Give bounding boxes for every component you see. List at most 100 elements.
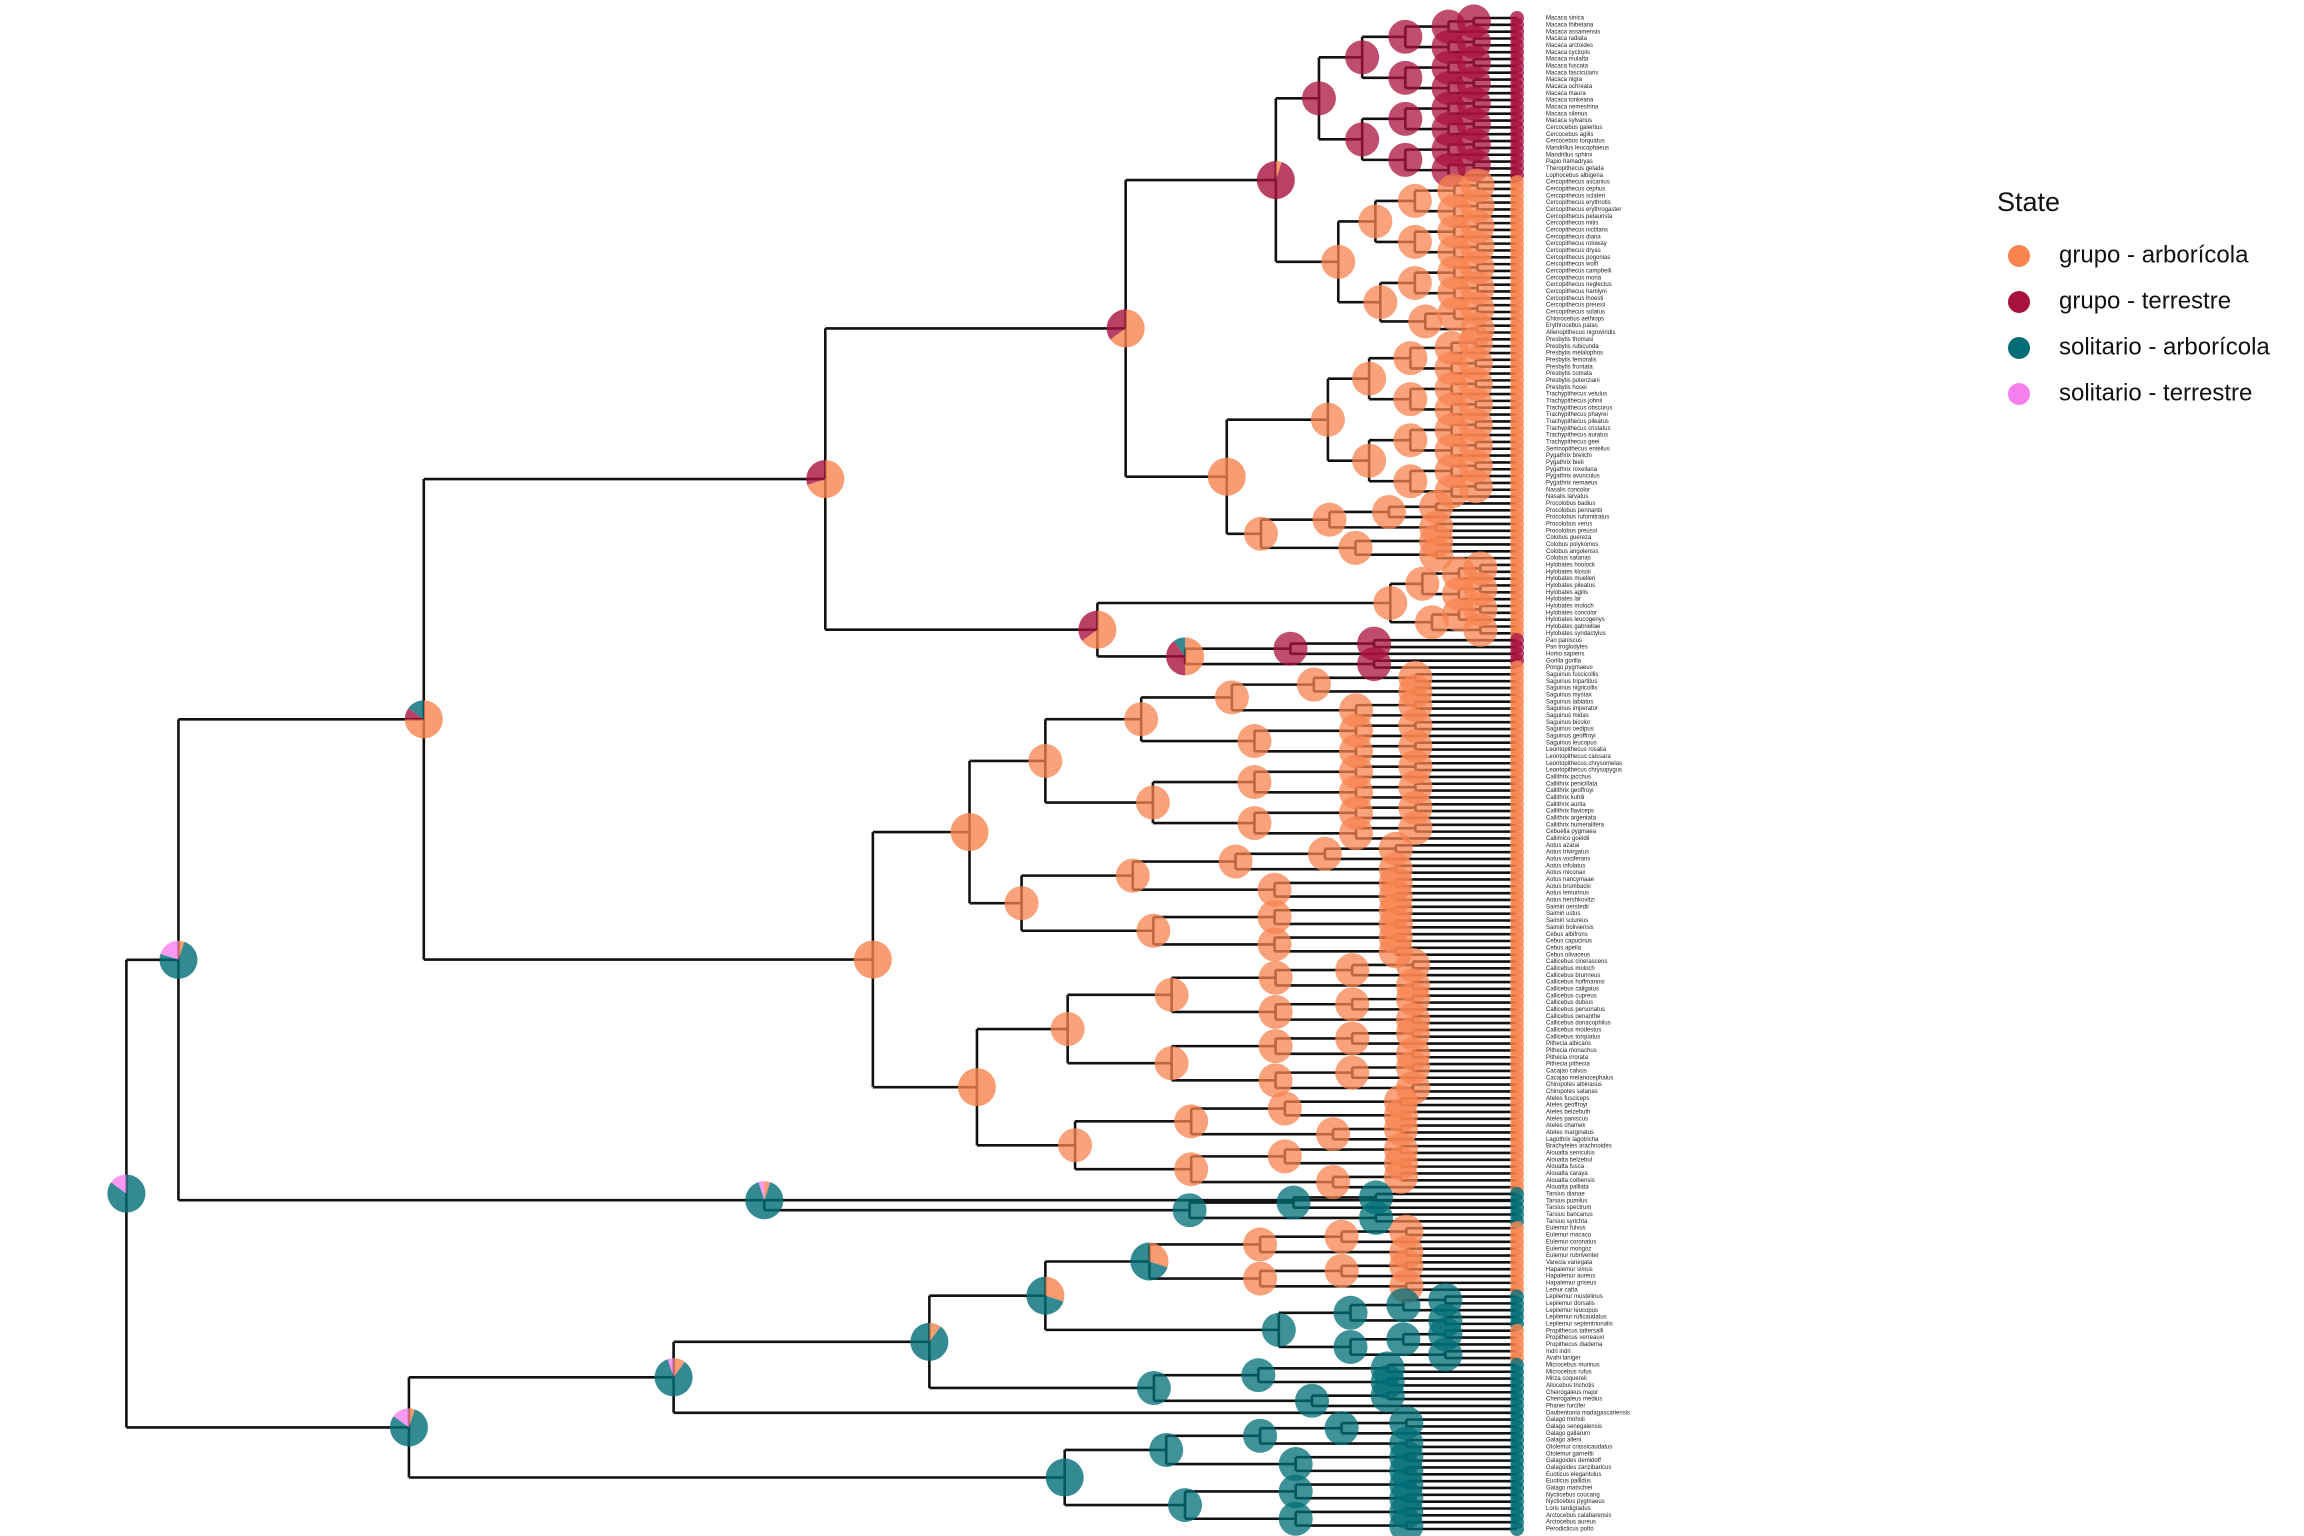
tip-label: Phaner furcifer [1546, 1404, 1585, 1410]
tip-label: Cercopithecus ascanius [1546, 180, 1610, 186]
pie-slice [673, 1358, 685, 1378]
pie-slice [404, 708, 424, 720]
node-state [1357, 647, 1392, 682]
node-state [1154, 977, 1189, 1012]
tip-label: Hylobates agilis [1546, 590, 1588, 596]
tip-label: Callicebus donacophilus [1546, 1021, 1611, 1027]
tip-label: Callicebus modestus [1546, 1027, 1601, 1033]
node-state [1115, 858, 1150, 893]
node-state [1335, 987, 1370, 1022]
tip-label: Mandrillus leucophaeus [1546, 145, 1609, 151]
pie-slice [929, 1322, 941, 1342]
tip-label: Lophocebus albigena [1546, 173, 1604, 179]
pie-slice [1275, 161, 1282, 181]
pie-slice [1026, 1276, 1064, 1315]
node-state [1174, 1104, 1209, 1139]
node-state [1301, 81, 1336, 116]
tip-label: Colobus angolensis [1546, 549, 1598, 555]
tip-label: Chiropotes albinasus [1546, 1082, 1602, 1088]
node-state [1333, 1295, 1368, 1330]
tip-label: Nasalis larvatus [1546, 494, 1588, 500]
node-state [1393, 341, 1428, 376]
tip-label: Hylobates leucogenys [1546, 617, 1605, 623]
tip-label: Cheirogaleus major [1546, 1390, 1598, 1396]
tip-label: Papio hamadryas [1546, 159, 1593, 165]
tip-label: Cacajao melanocephalus [1546, 1075, 1613, 1081]
node-state [1397, 224, 1432, 259]
tip-label: Eulemur macaco [1546, 1233, 1592, 1239]
tip-label: Alouatta palliata [1546, 1185, 1589, 1191]
node-state [1028, 743, 1063, 778]
node-state [1258, 994, 1293, 1029]
tip-label: Procolobus rufomitratus [1546, 515, 1609, 521]
tip-label: Leontopithecus chrysopygus [1546, 768, 1622, 774]
tip-label: Hapalemur aureus [1546, 1274, 1595, 1280]
node-state [1237, 806, 1272, 841]
tip-label: Callithrix aurita [1546, 802, 1586, 808]
tip-label: Galagoides demidoff [1546, 1458, 1601, 1464]
pie-slice [1185, 637, 1205, 676]
node-state [1174, 1152, 1209, 1187]
tip-label: Callicebus brunneus [1546, 973, 1600, 979]
node-state [1419, 537, 1454, 572]
tip-label: Galago moholi [1546, 1417, 1585, 1423]
tip-label: Nasalis concolor [1546, 487, 1590, 493]
tip-label: Saguinus imperator [1546, 706, 1598, 712]
tip-label: Avahi laniger [1546, 1356, 1581, 1362]
legend-swatch [2008, 245, 2030, 267]
tip-label: Cercopithecus dryas [1546, 248, 1601, 254]
node-state [1243, 1227, 1278, 1262]
edges [125, 16, 1517, 1531]
tip-label: Callicebus cinerascens [1546, 959, 1607, 965]
legend-label: grupo - terrestre [2059, 287, 2231, 314]
node-state [1058, 1128, 1093, 1163]
tip-label: Cercopithecus mona [1546, 275, 1602, 281]
pie-slice [1207, 457, 1246, 496]
tip-label: Callimico goeldii [1546, 836, 1589, 842]
tip-label: Lepilemur leucopus [1546, 1308, 1598, 1314]
pie-slice [1106, 309, 1126, 340]
node-state [1136, 913, 1171, 948]
node-state [1414, 605, 1449, 640]
node-state [1408, 304, 1443, 339]
pie-slice [408, 700, 424, 720]
node-state [1168, 1488, 1203, 1523]
node-state [1352, 361, 1387, 396]
tip-label: Macaca nigra [1546, 77, 1583, 83]
node-state [1345, 122, 1380, 157]
node-state [1258, 1063, 1293, 1098]
tip-label: Saimiri sciureus [1546, 918, 1588, 924]
node-state [1345, 40, 1380, 75]
node-state [1338, 530, 1373, 565]
tip-label: Propithecus verreauxi [1546, 1335, 1604, 1341]
node-state [1324, 1219, 1359, 1254]
tip-label: Presbytis melalophos [1546, 351, 1603, 357]
tip-label: Saguinus midas [1546, 713, 1589, 719]
tip-label: Allocebus trichotis [1546, 1383, 1594, 1389]
pie-slice [853, 940, 892, 979]
tip-label: Saimiri ustus [1546, 911, 1580, 917]
tip-label: Macaca radiata [1546, 36, 1588, 42]
tip-label: Cercopithecus preussi [1546, 303, 1605, 309]
node-state [1296, 667, 1331, 702]
node-state [1388, 19, 1423, 54]
tip-label: Aotus miconax [1546, 870, 1585, 876]
tip-label: Callicebus dubius [1546, 1000, 1593, 1006]
node-state [1257, 927, 1292, 962]
legend-label: solitario - terrestre [2059, 379, 2252, 406]
node-state [1243, 1261, 1278, 1296]
tip-label: Tarsius pumilus [1546, 1198, 1587, 1204]
tip-label: Saguinus fuscicollis [1546, 672, 1598, 678]
tip-label: Leontopithecus caissara [1546, 754, 1611, 760]
tip-label: Hylobates concolor [1546, 610, 1597, 616]
node-state [1295, 1383, 1330, 1418]
tip-label: Propithecus diadema [1546, 1342, 1603, 1348]
tip-label: Aotus hershkovitzi [1546, 898, 1595, 904]
tip-label: Hapalemur griseus [1546, 1280, 1596, 1286]
tip-label: Saguinus nigricollis [1546, 686, 1597, 692]
pie-slice [1045, 1276, 1065, 1302]
tip-label: Otolemur crassicaudatus [1546, 1445, 1612, 1451]
node-state [1386, 1322, 1421, 1357]
node-state [1388, 142, 1423, 177]
tip-label: Cercopithecus erythrogaster [1546, 207, 1621, 213]
